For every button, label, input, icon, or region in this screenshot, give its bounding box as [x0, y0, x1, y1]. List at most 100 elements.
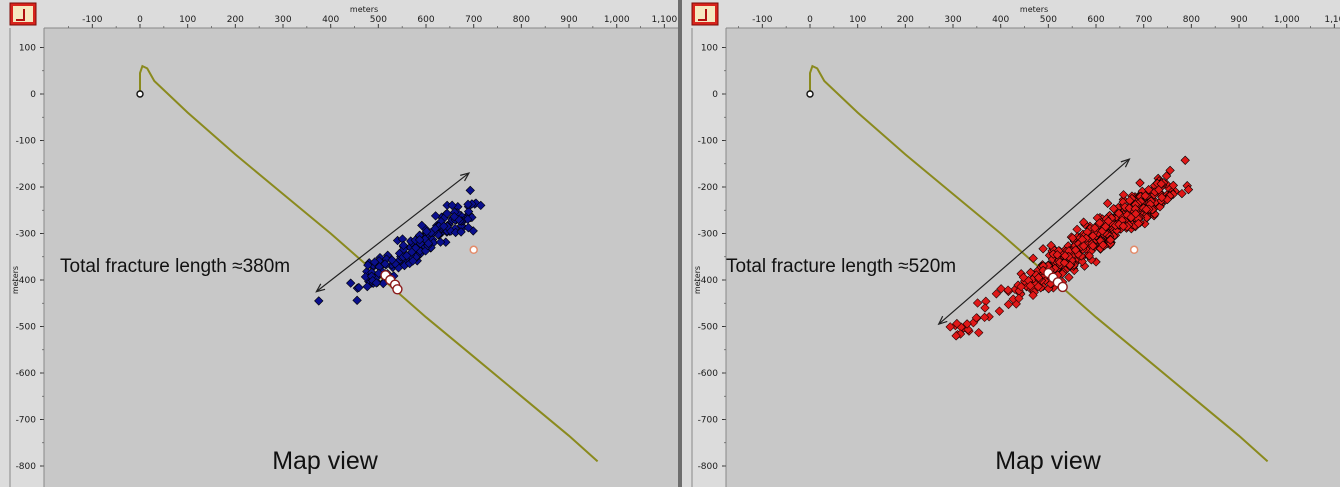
event-point [972, 298, 983, 308]
event-point [1060, 251, 1070, 261]
stage-marker [1057, 281, 1068, 293]
event-point [1008, 294, 1018, 304]
event-point [981, 296, 991, 306]
event-point [996, 284, 1006, 294]
event-point [1118, 221, 1128, 231]
event-point [1028, 290, 1038, 300]
fracture-length-annotation: Total fracture length ≈380m [60, 256, 290, 277]
event-point [354, 282, 364, 293]
arrow-head-end [460, 172, 471, 182]
top-ruler [682, 0, 1340, 28]
event-point [1165, 165, 1175, 176]
event-point [1059, 258, 1070, 268]
event-point [1003, 299, 1014, 310]
left-map-plot: -100 0 100 200 300 400 500 600 700 800 900 1,000 1,1… [0, 0, 678, 487]
event-point [1102, 198, 1113, 208]
x-tick-label: 1,000 [604, 15, 630, 25]
x-tick-label: -100 [82, 15, 103, 25]
event-point [1140, 191, 1150, 201]
y-tick-label: -700 [698, 416, 719, 426]
event-point [1088, 241, 1098, 251]
event-point [1177, 188, 1187, 199]
event-point [951, 331, 961, 341]
event-point [1052, 250, 1062, 260]
event-point [1133, 218, 1144, 229]
event-point [387, 255, 397, 265]
y-tick-label: -300 [16, 230, 37, 240]
fracture-length-arrow [938, 158, 1130, 325]
event-point [1082, 227, 1092, 237]
event-point [945, 322, 955, 332]
x-tick-label: 400 [322, 15, 339, 25]
event-point [346, 278, 356, 288]
y-tick-label: -100 [16, 137, 37, 147]
event-point [442, 208, 452, 219]
event-point [1124, 203, 1134, 213]
x-tick-label: 1,100 [651, 15, 677, 25]
x-tick-label: 1,10 [1324, 15, 1340, 25]
y-tick-label: 0 [712, 90, 718, 100]
event-point [408, 256, 418, 266]
offset-well-marker [1129, 245, 1139, 255]
logo-icon[interactable] [691, 2, 719, 26]
event-point [1108, 204, 1119, 214]
event-point [1141, 204, 1151, 215]
y-tick-label: -800 [16, 462, 37, 472]
event-point [974, 327, 984, 338]
y-tick-label: -200 [16, 183, 37, 193]
y-tick-label: -500 [16, 323, 37, 333]
stage-marker [392, 284, 403, 295]
event-point [979, 312, 990, 323]
event-point [402, 251, 412, 261]
perforation-stage-markers [380, 270, 403, 295]
event-point [971, 313, 982, 323]
event-point [1016, 281, 1026, 292]
event-point [398, 240, 409, 251]
y-tick-label: -600 [698, 369, 719, 379]
event-point [423, 238, 434, 249]
event-point [314, 296, 324, 306]
view-label: Map view [995, 447, 1102, 475]
event-point [991, 289, 1002, 299]
event-point [1072, 224, 1082, 235]
x-tick-label: 100 [179, 15, 196, 25]
event-point [476, 200, 486, 211]
event-point [435, 237, 446, 247]
event-point [352, 295, 362, 305]
event-point [380, 259, 390, 269]
event-point [1161, 171, 1172, 181]
event-point [441, 237, 451, 247]
y-axis-label: meters [693, 266, 702, 294]
event-point [450, 227, 461, 238]
x-tick-label: 0 [807, 15, 813, 25]
event-point [1070, 245, 1081, 255]
x-tick-label: 600 [417, 15, 434, 25]
view-label: Map view [272, 447, 379, 475]
event-point [465, 185, 475, 196]
x-tick-label: 900 [560, 15, 577, 25]
y-tick-label: 100 [701, 44, 718, 54]
event-point [1033, 273, 1044, 283]
x-tick-label: 700 [465, 15, 482, 25]
fracture-length-annotation: Total fracture length ≈520m [726, 256, 956, 277]
event-point [430, 211, 441, 221]
y-tick-label: -500 [698, 323, 719, 333]
event-point [1118, 190, 1129, 200]
y-tick-label: -300 [698, 230, 719, 240]
event-point [1155, 202, 1165, 212]
event-point [952, 318, 962, 329]
y-axis-label: meters [11, 266, 20, 294]
y-tick-label: -400 [698, 276, 719, 286]
event-point [439, 221, 449, 231]
event-point [1094, 218, 1105, 228]
event-point [1028, 253, 1038, 264]
panel-divider[interactable] [678, 0, 682, 487]
right-map-panel: -100 0 100 200 300 400 500 600 700 800 900 1,000 1,1… [682, 0, 1340, 487]
event-point [463, 199, 473, 210]
right-map-plot: -100 0 100 200 300 400 500 600 700 800 900 1,000 1,1… [682, 0, 1340, 487]
wellbore-trajectory [809, 64, 1269, 463]
logo-icon[interactable] [9, 2, 37, 26]
event-point [1114, 208, 1124, 219]
event-point [442, 200, 452, 211]
event-point [397, 234, 408, 244]
